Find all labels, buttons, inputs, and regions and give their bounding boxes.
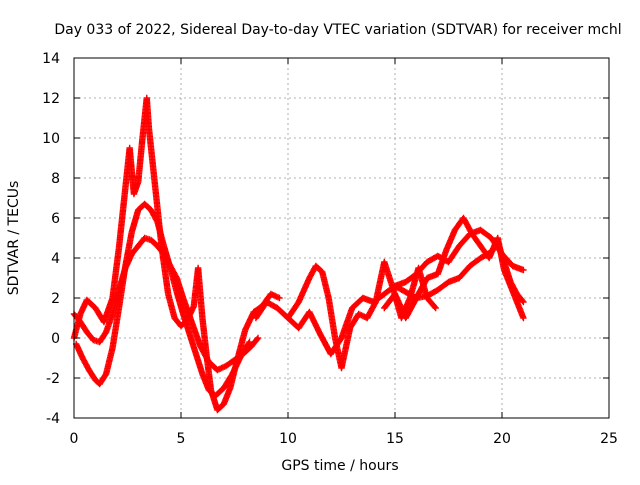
data-point <box>246 338 253 346</box>
x-tick-label: 5 <box>177 431 186 447</box>
data-point <box>520 266 527 274</box>
data-point <box>520 314 527 322</box>
data-marks <box>70 94 527 414</box>
x-axis-label: GPS time / hours <box>281 458 398 474</box>
data-point <box>245 340 252 347</box>
y-tick-label: 8 <box>51 171 60 187</box>
y-axis-label: SDTVAR / TECUs <box>6 181 22 296</box>
data-point <box>520 298 527 306</box>
y-tick-label: -2 <box>46 371 60 387</box>
chart-title: Day 033 of 2022, Sidereal Day-to-day VTE… <box>54 22 621 38</box>
y-tick-label: 14 <box>42 51 60 67</box>
y-tick-label: 12 <box>42 91 60 107</box>
x-tick-label: 0 <box>70 431 79 447</box>
x-tick-label: 25 <box>600 431 618 447</box>
data-point <box>253 335 261 343</box>
data-point <box>432 304 439 312</box>
y-tick-label: 10 <box>42 131 60 147</box>
y-tick-label: 2 <box>51 291 60 307</box>
data-point <box>431 303 438 311</box>
x-tick-label: 15 <box>386 431 404 447</box>
data-point <box>254 334 262 342</box>
y-tick-label: 6 <box>51 211 60 227</box>
series-satellite-track-3 <box>70 94 283 414</box>
x-tick-label: 10 <box>279 431 297 447</box>
y-tick-label: -4 <box>46 411 60 427</box>
data-point <box>276 294 283 302</box>
y-tick-label: 0 <box>51 331 60 347</box>
x-tick-label: 20 <box>493 431 511 447</box>
y-tick-label: 4 <box>51 251 60 267</box>
axis-ticks: 0 5 10 15 20 25 -4 -2 0 2 4 6 8 10 12 14 <box>42 51 618 447</box>
data-point <box>519 297 526 305</box>
series-satellite-track-7 <box>391 238 527 306</box>
plot-border <box>73 57 610 419</box>
